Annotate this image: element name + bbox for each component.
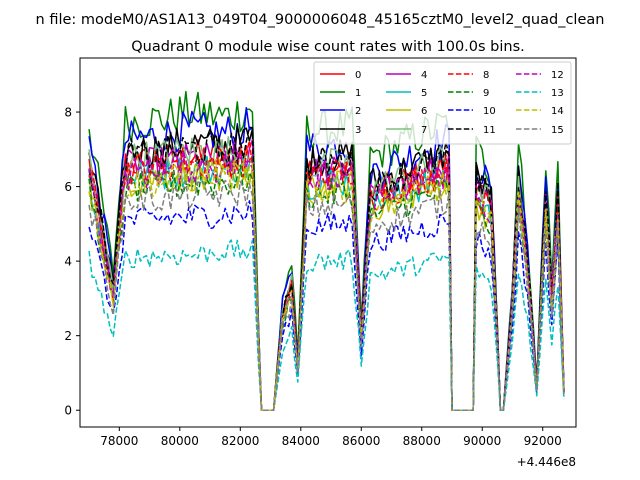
series-line-15 — [88, 179, 565, 411]
legend-label-1: 1 — [355, 88, 361, 99]
x-tick-label: 86000 — [342, 434, 380, 448]
legend-label-9: 9 — [483, 88, 489, 99]
x-tick-label: 78000 — [100, 434, 138, 448]
legend-frame — [313, 61, 572, 145]
legend-label-3: 3 — [355, 125, 361, 136]
legend-label-7: 7 — [421, 125, 427, 136]
series-line-11 — [88, 126, 565, 411]
series-layer — [88, 90, 565, 411]
legend-label-10: 10 — [483, 106, 496, 117]
y-axis: 0 2 4 6 8 — [64, 106, 80, 418]
x-tick-label: 84000 — [282, 434, 320, 448]
legend-label-14: 14 — [551, 106, 564, 117]
figure-suptitle: n file: modeM0/AS1A13_049T04_9000006048_… — [36, 12, 605, 28]
plot-frame — [79, 57, 577, 428]
x-tick-label: 82000 — [221, 434, 259, 448]
y-tick-label: 2 — [64, 329, 72, 343]
legend-label-0: 0 — [355, 70, 361, 81]
series-line-10 — [88, 200, 565, 411]
x-tick-label: 88000 — [403, 434, 441, 448]
chart-title: Quadrant 0 module wise count rates with … — [131, 39, 525, 55]
legend-label-2: 2 — [355, 106, 361, 117]
legend-label-4: 4 — [421, 70, 427, 81]
series-line-2 — [88, 106, 565, 411]
x-tick-label: 80000 — [161, 434, 199, 448]
series-line-13 — [88, 239, 565, 411]
legend-label-12: 12 — [551, 70, 564, 81]
series-line-12 — [88, 150, 565, 411]
y-tick-label: 8 — [64, 106, 72, 120]
legend-label-8: 8 — [483, 70, 489, 81]
legend-label-6: 6 — [421, 106, 427, 117]
legend-label-5: 5 — [421, 88, 427, 99]
legend-label-15: 15 — [551, 125, 564, 136]
y-tick-label: 6 — [64, 180, 72, 194]
y-tick-label: 0 — [64, 404, 72, 418]
x-axis: 78000 80000 82000 84000 86000 88000 90000 92000 — [100, 427, 562, 448]
y-tick-label: 4 — [64, 255, 72, 269]
legend-label-11: 11 — [483, 125, 496, 136]
series-line-7 — [88, 136, 565, 411]
legend-label-13: 13 — [551, 88, 564, 99]
x-offset-label: +4.446e8 — [517, 455, 576, 469]
x-tick-label: 90000 — [463, 434, 501, 448]
x-tick-label: 92000 — [524, 434, 562, 448]
series-line-14 — [88, 159, 565, 411]
